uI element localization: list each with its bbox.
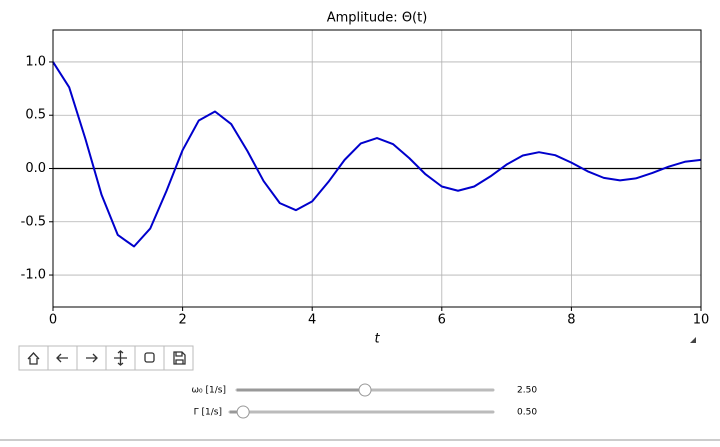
toolbar xyxy=(18,345,194,371)
y-tick-label: 0.0 xyxy=(25,161,46,176)
resize-handle[interactable] xyxy=(690,337,696,343)
zoom-button[interactable] xyxy=(134,345,165,371)
x-tick-label: 6 xyxy=(438,313,446,328)
y-tick-label: -1.0 xyxy=(21,268,46,283)
pan-button[interactable] xyxy=(105,345,136,371)
slider-value: 0.50 xyxy=(517,408,537,418)
forward-button[interactable] xyxy=(76,345,107,371)
slider-handle[interactable] xyxy=(236,405,250,419)
x-tick-label: 10 xyxy=(693,313,710,328)
x-tick-label: 0 xyxy=(49,313,57,328)
x-tick-label: 4 xyxy=(308,313,316,328)
slider-label: Γ [1/s] xyxy=(194,408,222,418)
chart-title: Amplitude: Θ(t) xyxy=(327,11,428,26)
y-tick-label: 1.0 xyxy=(25,54,46,69)
y-tick-label: 0.5 xyxy=(25,108,46,123)
slider-label: ω₀ [1/s] xyxy=(192,386,226,396)
x-tick-label: 8 xyxy=(567,313,575,328)
back-button[interactable] xyxy=(47,345,78,371)
y-tick-label: -0.5 xyxy=(21,214,46,229)
x-axis-label: t xyxy=(374,332,380,347)
plot-frame xyxy=(52,29,702,308)
home-button[interactable] xyxy=(18,345,49,371)
save-button[interactable] xyxy=(163,345,194,371)
x-tick-label: 2 xyxy=(178,313,186,328)
slider-handle[interactable] xyxy=(358,383,372,397)
data-line xyxy=(52,61,702,248)
slider-value: 2.50 xyxy=(517,386,537,396)
